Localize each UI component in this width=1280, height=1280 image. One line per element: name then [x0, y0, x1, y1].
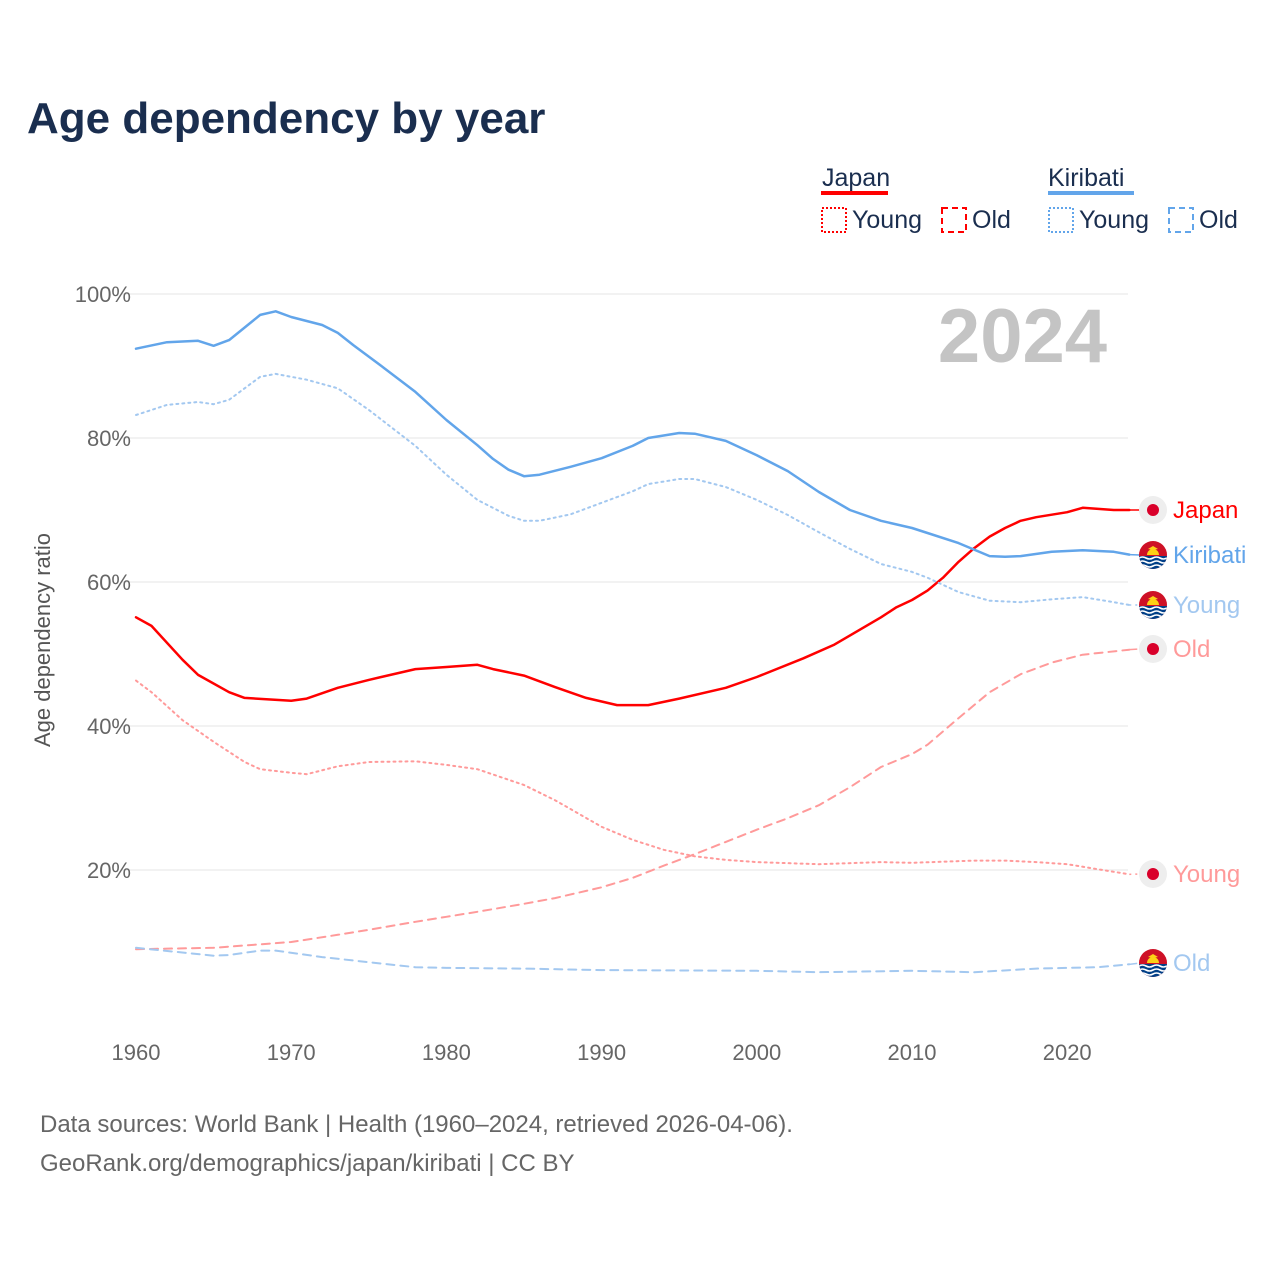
legend-kiribati-young-swatch: [1048, 207, 1074, 233]
flag-sun: [1147, 599, 1159, 605]
japan-flag-icon: [1139, 860, 1167, 888]
legend-japan-old-swatch: [941, 207, 967, 233]
x-tick-label: 1980: [422, 1040, 471, 1065]
flag-bird: [1148, 596, 1158, 600]
x-tick-label: 2010: [888, 1040, 937, 1065]
end-label-kiribati-old: Old: [1173, 950, 1210, 977]
y-tick-label: 100%: [75, 282, 131, 307]
footer-sources: Data sources: World Bank | Health (1960–…: [40, 1111, 793, 1138]
kiribati-flag-icon: [1139, 949, 1167, 977]
x-tick-label: 1990: [577, 1040, 626, 1065]
end-label-kiribati: Kiribati: [1173, 542, 1246, 569]
flag-sun: [1147, 549, 1159, 555]
footer-link[interactable]: GeoRank.org/demographics/japan/kiribati …: [40, 1150, 575, 1177]
flag-wave: [1139, 968, 1167, 972]
flag-wave: [1139, 606, 1167, 610]
flag-body: [1139, 949, 1167, 977]
kiribati-flag-icon: [1139, 541, 1167, 569]
flag-body: [1139, 541, 1167, 569]
legend-kiribati-old-swatch: [1168, 207, 1194, 233]
y-tick-label: 60%: [87, 570, 131, 595]
chart-title: Age dependency by year: [27, 94, 545, 143]
end-connector: [1129, 962, 1141, 966]
flag-wave: [1139, 556, 1167, 560]
flag-wave: [1139, 964, 1167, 968]
series-line-japan-old: [135, 648, 1131, 951]
end-connector: [1129, 648, 1141, 651]
series-line-kiribati-young: [135, 372, 1131, 606]
flag-sun: [1147, 504, 1159, 516]
flag-wave: [1139, 564, 1167, 568]
y-tick-label: 20%: [87, 858, 131, 883]
x-tick-label: 1960: [112, 1040, 161, 1065]
legend-japan-swatch: [821, 191, 888, 195]
y-tick-label: 80%: [87, 426, 131, 451]
flag-body: [1139, 591, 1167, 619]
legend-japan-young-swatch: [821, 207, 847, 233]
legend-japan-title[interactable]: Japan: [822, 164, 890, 192]
x-tick-label: 1970: [267, 1040, 316, 1065]
end-label-japan: Japan: [1173, 497, 1238, 524]
japan-flag-icon: [1139, 496, 1167, 524]
flag-wave: [1139, 972, 1167, 976]
legend: Japan Young Old Kiribati Young Old: [821, 164, 1238, 234]
current-year-display: 2024: [938, 294, 1107, 379]
series-line-japan: [134, 506, 1131, 707]
flag-bird: [1148, 954, 1158, 958]
legend-japan-old-label[interactable]: Old: [972, 206, 1011, 234]
flag-sun: [1147, 868, 1159, 880]
flag-wave: [1139, 610, 1167, 614]
legend-kiribati-old-label[interactable]: Old: [1199, 206, 1238, 234]
x-tick-label: 2000: [732, 1040, 781, 1065]
legend-kiribati-swatch: [1048, 191, 1134, 195]
flag-sun: [1147, 957, 1159, 963]
legend-kiribati-title[interactable]: Kiribati: [1048, 164, 1124, 192]
legend-japan-young-label[interactable]: Young: [852, 206, 922, 234]
end-label-japan-old: Old: [1173, 636, 1210, 663]
japan-flag-icon: [1139, 635, 1167, 663]
flag-bird: [1148, 546, 1158, 550]
y-axis-label: Age dependency ratio: [30, 533, 55, 747]
end-label-kiribati-young: Young: [1173, 592, 1240, 619]
series-line-kiribati: [134, 310, 1131, 559]
flag-wave: [1139, 614, 1167, 618]
series-line-japan-young: [135, 679, 1131, 876]
series-line-kiribati-old: [135, 946, 1131, 974]
x-tick-label: 2020: [1043, 1040, 1092, 1065]
legend-kiribati-young-label[interactable]: Young: [1079, 206, 1149, 234]
flag-sun: [1147, 643, 1159, 655]
end-label-japan-young: Young: [1173, 861, 1240, 888]
flag-wave: [1139, 560, 1167, 564]
y-tick-label: 40%: [87, 714, 131, 739]
kiribati-flag-icon: [1139, 591, 1167, 619]
